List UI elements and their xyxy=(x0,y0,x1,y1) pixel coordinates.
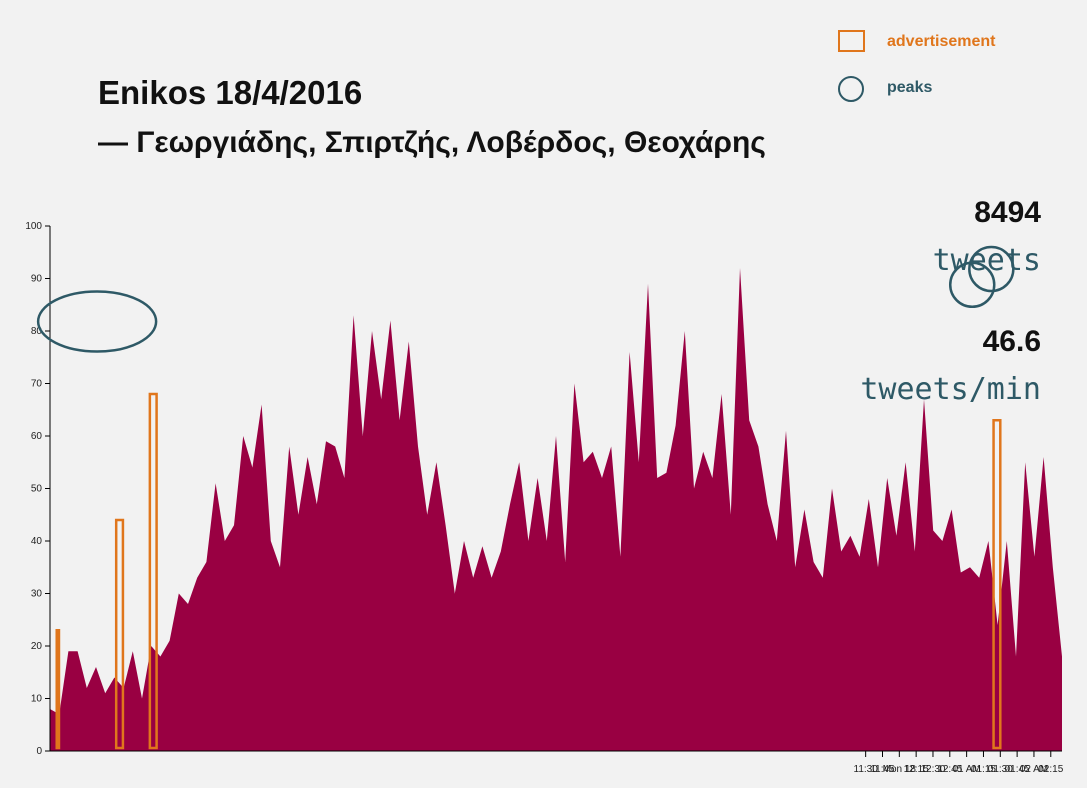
advertisement-legend-label: advertisement xyxy=(887,33,996,50)
x-tick-label: 01:30 xyxy=(988,764,1013,775)
peak-circle xyxy=(948,261,996,308)
advertisement-legend-swatch xyxy=(838,30,865,52)
x-tick-label: 02 AM xyxy=(1020,764,1048,775)
peaks-legend-swatch xyxy=(838,76,864,102)
x-tick-label: 02:15 xyxy=(1038,764,1063,775)
y-tick-label: 80 xyxy=(31,326,43,337)
advertisement-box xyxy=(55,629,61,750)
y-tick-label: 60 xyxy=(31,431,43,442)
peak-circle xyxy=(968,245,1015,293)
tweet-rate-label: tweets/min xyxy=(860,372,1041,407)
x-tick-label: 11:45 xyxy=(870,764,895,775)
advertisement-box xyxy=(114,518,125,750)
x-tick-label: 01:45 xyxy=(1005,764,1030,775)
x-tick-label: 11:30 xyxy=(854,764,879,775)
tweet-volume-area xyxy=(50,268,1062,751)
y-axis: 0 10 20 30 40 50 60 70 80 90 100 xyxy=(25,221,51,757)
y-tick-label: 50 xyxy=(31,484,43,495)
x-tick-label: 12:30 xyxy=(920,764,945,775)
y-tick-label: 20 xyxy=(31,641,43,652)
x-tick-label: 12:15 xyxy=(904,764,929,775)
x-tick-label: Mon 18 xyxy=(883,764,917,775)
peaks-legend-label: peaks xyxy=(887,79,933,96)
advertisement-box xyxy=(148,392,158,750)
peak-circle xyxy=(36,290,158,353)
chart-title: Enikos 18/4/2016 xyxy=(98,74,363,111)
advertisement-box xyxy=(992,419,1002,750)
y-tick-label: 70 xyxy=(31,379,43,390)
y-tick-label: 90 xyxy=(31,274,43,285)
tweet-rate-value: 46.6 xyxy=(982,325,1041,358)
chart-subtitle: — Γεωργιάδης, Σπιρτζής, Λοβέρδος, Θεοχάρ… xyxy=(98,126,766,159)
x-tick-label: 01 AM xyxy=(952,764,980,775)
y-tick-label: 0 xyxy=(36,746,42,757)
y-tick-label: 100 xyxy=(25,221,42,232)
y-tick-label: 10 xyxy=(31,694,43,705)
total-tweets-label: tweets xyxy=(932,243,1041,278)
y-tick-label: 30 xyxy=(31,589,43,600)
x-tick-label: 12:45 xyxy=(937,764,962,775)
y-tick-label: 40 xyxy=(31,536,43,547)
x-tick-label: 01:15 xyxy=(971,764,996,775)
total-tweets-value: 8494 xyxy=(974,196,1041,229)
